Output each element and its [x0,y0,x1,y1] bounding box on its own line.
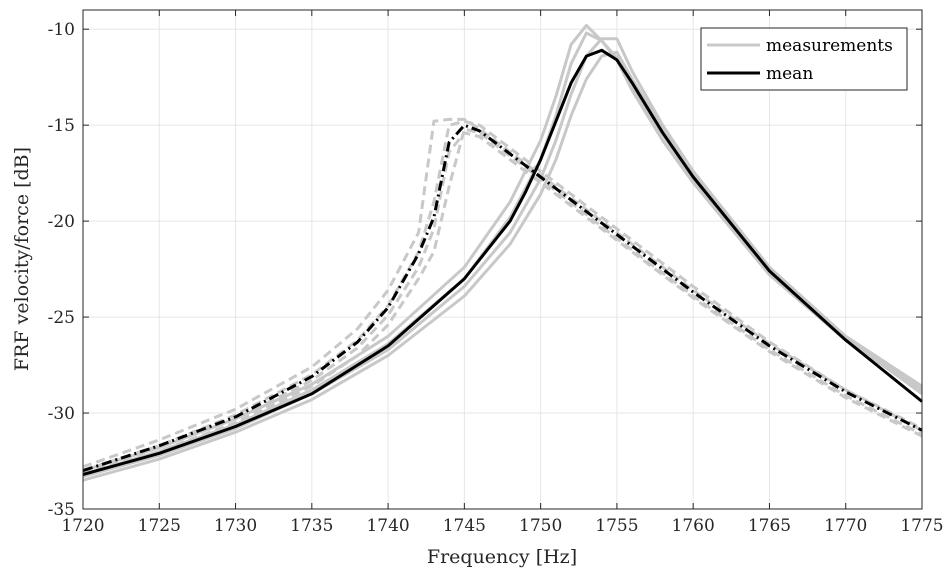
series-group [82,23,923,482]
measurement-solid-series-1 [82,31,923,476]
x-tick-label: 1730 [214,516,257,536]
y-axis-label: FRF velocity/force [dB] [11,147,33,371]
mean-solid-series-8 [82,48,923,476]
x-tick-label: 1760 [672,516,715,536]
y-tick-label: -15 [48,116,75,136]
mean-dashdot-series-9 [82,123,923,473]
x-tick-label: 1765 [748,516,791,536]
plot-frame [82,9,923,510]
x-tick-label: 1725 [138,516,181,536]
x-tick-label: 1735 [290,516,333,536]
x-tick-label: 1740 [366,516,409,536]
measurement-dashed-series-7 [82,127,923,478]
y-tick-label: -25 [48,308,75,328]
measurement-dashed-series-4 [82,117,923,469]
x-tick-label: 1745 [443,516,486,536]
y-axis: -35 -30 -25 -20 -15 -10 [48,20,922,520]
legend-box [700,27,908,91]
legend-label-mean: mean [766,64,813,84]
y-tick-label: -35 [48,500,75,520]
x-tick-label: 1775 [900,516,943,536]
y-tick-label: -30 [48,404,75,424]
y-tick-label: -20 [48,212,75,232]
measurement-dashed-series-6 [82,131,923,474]
x-tick-label: 1770 [824,516,867,536]
measurement-dashed-series-5 [82,119,923,473]
x-tick-label: 1755 [595,516,638,536]
x-tick-label: 1720 [61,516,104,536]
y-tick-label: -10 [48,20,75,40]
x-axis-label: Frequency [Hz] [427,546,577,568]
legend: measurements mean [700,27,908,91]
x-tick-label: 1750 [519,516,562,536]
x-axis: 1720 1725 1730 1735 1740 1745 1750 1755 1760 1765… [61,10,944,536]
legend-label-measurements: measurements [766,36,893,56]
